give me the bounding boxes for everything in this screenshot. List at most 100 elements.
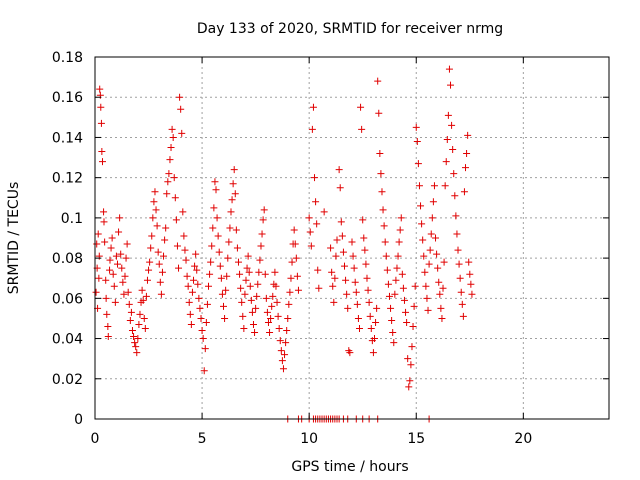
data-point	[190, 276, 198, 284]
data-point	[442, 158, 450, 166]
data-point	[148, 232, 156, 240]
data-point	[344, 304, 352, 312]
data-point	[197, 314, 205, 322]
data-point	[272, 282, 280, 290]
data-point	[245, 268, 253, 276]
data-point	[172, 216, 180, 224]
data-point	[436, 290, 444, 298]
data-point	[405, 383, 413, 391]
data-point	[136, 310, 144, 318]
data-point	[207, 258, 215, 266]
data-point	[351, 278, 359, 286]
data-point	[437, 304, 445, 312]
data-point	[309, 103, 317, 111]
data-point	[267, 314, 275, 322]
data-point	[208, 242, 216, 250]
data-point	[212, 186, 220, 194]
data-point	[358, 125, 366, 133]
data-point	[438, 314, 446, 322]
data-point	[419, 236, 427, 244]
data-point	[377, 170, 385, 178]
data-point	[354, 314, 362, 322]
data-point	[435, 278, 443, 286]
data-point	[140, 314, 148, 322]
data-point	[382, 252, 390, 260]
data-point	[177, 105, 185, 113]
data-point	[96, 85, 104, 93]
data-point	[327, 244, 335, 252]
data-point	[221, 314, 229, 322]
data-point	[286, 288, 294, 296]
data-point	[379, 206, 387, 214]
data-point	[237, 284, 245, 292]
data-point	[387, 304, 395, 312]
data-point	[287, 274, 295, 282]
data-point	[408, 343, 416, 351]
data-point	[138, 286, 146, 294]
data-point	[292, 254, 300, 262]
chart-title: Day 133 of 2020, SRMTID for receiver nrm…	[197, 21, 503, 37]
data-point	[117, 250, 125, 258]
data-point	[121, 272, 129, 280]
data-point	[179, 208, 187, 216]
y-axis-label: SRMTID / TECUs	[6, 182, 22, 295]
data-point	[228, 196, 236, 204]
data-point	[348, 238, 356, 246]
data-point	[98, 158, 106, 166]
data-point	[279, 365, 287, 373]
data-point	[226, 224, 234, 232]
y-tick-label: 0.16	[52, 90, 83, 106]
data-point	[183, 272, 191, 280]
data-point	[210, 204, 218, 212]
data-point	[271, 268, 279, 276]
data-point	[362, 260, 370, 268]
data-point	[158, 268, 166, 276]
data-point	[415, 182, 423, 190]
x-tick-label: 15	[407, 431, 425, 447]
x-tick-label: 0	[91, 431, 100, 447]
data-point	[440, 258, 448, 266]
data-point	[380, 222, 388, 230]
data-point	[119, 278, 127, 286]
data-point	[230, 166, 238, 174]
axis-ticks: 0 0.02 0.04 0.06 0.08 0.1 0.12 0.14 0.16 0.18 0 5 10…	[52, 50, 609, 447]
data-point	[331, 274, 339, 282]
data-point	[125, 300, 133, 308]
data-point	[161, 236, 169, 244]
data-point	[260, 206, 268, 214]
data-point	[420, 252, 428, 260]
data-point	[453, 230, 461, 238]
data-point	[383, 266, 391, 274]
data-point	[397, 214, 405, 222]
x-tick-label: 10	[300, 431, 318, 447]
grid-lines	[95, 57, 609, 419]
data-point	[262, 294, 270, 302]
y-tick-label: 0.12	[52, 171, 83, 187]
data-point	[122, 254, 130, 262]
data-point	[163, 190, 171, 198]
data-point	[193, 266, 201, 274]
data-point	[126, 316, 134, 324]
data-point	[468, 290, 476, 298]
data-point	[198, 327, 206, 335]
data-point	[115, 228, 123, 236]
data-point	[238, 298, 246, 306]
data-point	[315, 284, 323, 292]
data-point	[400, 296, 408, 304]
data-point	[450, 170, 458, 178]
data-point	[134, 335, 142, 343]
data-point	[467, 280, 475, 288]
data-point	[256, 256, 264, 264]
data-point	[258, 230, 266, 238]
data-point	[108, 234, 116, 242]
data-point	[213, 214, 221, 222]
data-point	[192, 250, 200, 258]
data-point	[187, 320, 195, 328]
data-point	[171, 194, 179, 202]
data-point	[305, 214, 313, 222]
data-point	[417, 202, 425, 210]
data-point	[93, 240, 101, 248]
data-point	[141, 325, 149, 332]
data-point	[462, 164, 470, 172]
data-point	[247, 296, 255, 304]
